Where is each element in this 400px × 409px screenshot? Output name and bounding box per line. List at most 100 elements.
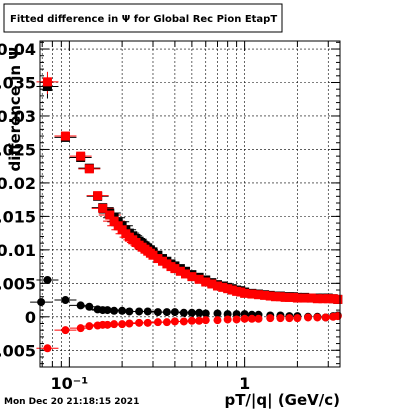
data-point-square	[312, 294, 322, 304]
data-point-circle	[285, 314, 294, 323]
data-point-square	[275, 292, 285, 302]
data-point-square	[240, 288, 250, 298]
title-box: Fitted difference in Ψ for Global Rec Pi…	[3, 3, 283, 33]
axis-ticks	[40, 41, 340, 367]
data-point-circle	[313, 313, 322, 322]
data-point-circle	[162, 308, 171, 317]
data-point-circle	[153, 308, 162, 317]
data-point-circle	[43, 275, 52, 284]
data-point-square	[207, 279, 217, 289]
data-point-square	[260, 290, 270, 300]
data-point-square	[175, 266, 185, 276]
data-point-circle	[37, 298, 46, 307]
data-point-square	[271, 292, 281, 302]
data-point-circle	[110, 320, 119, 329]
data-point-square	[247, 289, 257, 299]
data-point-square	[109, 216, 119, 226]
data-point-circle	[333, 312, 342, 321]
data-point-circle	[213, 309, 222, 318]
data-point-circle	[232, 315, 241, 324]
data-point-square	[212, 281, 222, 291]
data-point-circle	[43, 344, 52, 353]
data-point-circle	[195, 308, 204, 317]
y-tick-label: -0.005	[0, 341, 36, 360]
title-frame	[3, 3, 283, 33]
data-point-square	[93, 191, 103, 201]
data-point-square	[42, 77, 52, 87]
data-point-circle	[223, 315, 232, 324]
data-point-circle	[276, 314, 285, 323]
data-point-square	[170, 264, 180, 274]
data-point-square	[333, 294, 343, 304]
data-point-circle	[170, 317, 179, 326]
data-point-circle	[103, 320, 112, 329]
data-point-circle	[247, 314, 256, 323]
data-point-square	[153, 254, 163, 264]
data-point-square	[181, 269, 191, 279]
data-point-circle	[179, 317, 188, 326]
data-point-circle	[118, 320, 127, 329]
data-point-circle	[195, 316, 204, 325]
data-point-circle	[187, 308, 196, 317]
chart-title: Fitted difference in Ψ for Global Rec Pi…	[10, 14, 277, 25]
data-point-square	[84, 164, 94, 174]
y-tick-label: 0.015	[0, 207, 36, 226]
data-point-circle	[61, 326, 70, 335]
data-point-circle	[254, 314, 263, 323]
data-point-circle	[118, 306, 127, 315]
x-tick-label: 1	[239, 374, 250, 393]
y-tick-label: 0.02	[0, 174, 36, 193]
data-point-square	[328, 294, 338, 304]
data-point-square	[218, 282, 228, 292]
y-tick-label: 0.025	[0, 140, 36, 159]
timestamp-text: Mon Dec 20 21:18:15 2021	[4, 397, 139, 407]
data-point-circle	[76, 301, 85, 310]
data-point-square	[223, 284, 233, 294]
data-point-circle	[110, 306, 119, 315]
data-point-circle	[103, 306, 112, 315]
y-axis-label: difference in Ψ	[6, 47, 24, 172]
y-tick-labels: -0.005 0 0.005 0.01 0.015 0.02 0.025 0.03 0.035 0…	[0, 40, 36, 360]
data-point-square	[323, 294, 333, 304]
data-point-circle	[304, 313, 313, 322]
y-tick-label: 0.01	[0, 241, 36, 260]
x-axis-label: pT/|q| (GeV/c)	[224, 391, 340, 409]
data-point-square	[300, 293, 310, 303]
data-point-circle	[179, 308, 188, 317]
data-point-circle	[135, 307, 144, 316]
data-point-square	[187, 272, 197, 282]
data-point-circle	[153, 318, 162, 327]
y-tick-label: 0.03	[0, 107, 36, 126]
data-point-circle	[85, 302, 94, 311]
data-point-square	[265, 291, 275, 301]
data-point-circle	[187, 316, 196, 325]
data-point-square	[105, 210, 115, 220]
data-point-circle	[143, 318, 152, 327]
data-point-circle	[293, 314, 302, 323]
data-point-circle	[125, 307, 134, 316]
data-point-circle	[143, 307, 152, 316]
data-point-circle	[85, 322, 94, 331]
y-tick-label: 0	[25, 308, 36, 327]
grid-lines	[40, 41, 340, 367]
data-markers	[37, 77, 343, 353]
data-point-circle	[162, 318, 171, 327]
data-point-square	[318, 294, 328, 304]
data-point-square	[292, 293, 302, 303]
data-point-square	[60, 131, 70, 141]
y-tick-label: 0.005	[0, 274, 36, 293]
data-point-circle	[125, 319, 134, 328]
y-tick-label: 0.04	[0, 40, 36, 59]
data-point-circle	[240, 314, 249, 323]
data-point-circle	[201, 309, 210, 318]
data-point-circle	[170, 308, 179, 317]
x-tick-labels: 10⁻¹ 1	[50, 374, 250, 393]
data-point-square	[201, 277, 211, 287]
x-tick-label: 10⁻¹	[50, 374, 88, 393]
y-tick-label: 0.035	[0, 74, 36, 93]
data-point-circle	[321, 313, 330, 322]
data-point-circle	[61, 296, 70, 305]
data-point-circle	[213, 316, 222, 325]
data-point-square	[98, 203, 108, 213]
